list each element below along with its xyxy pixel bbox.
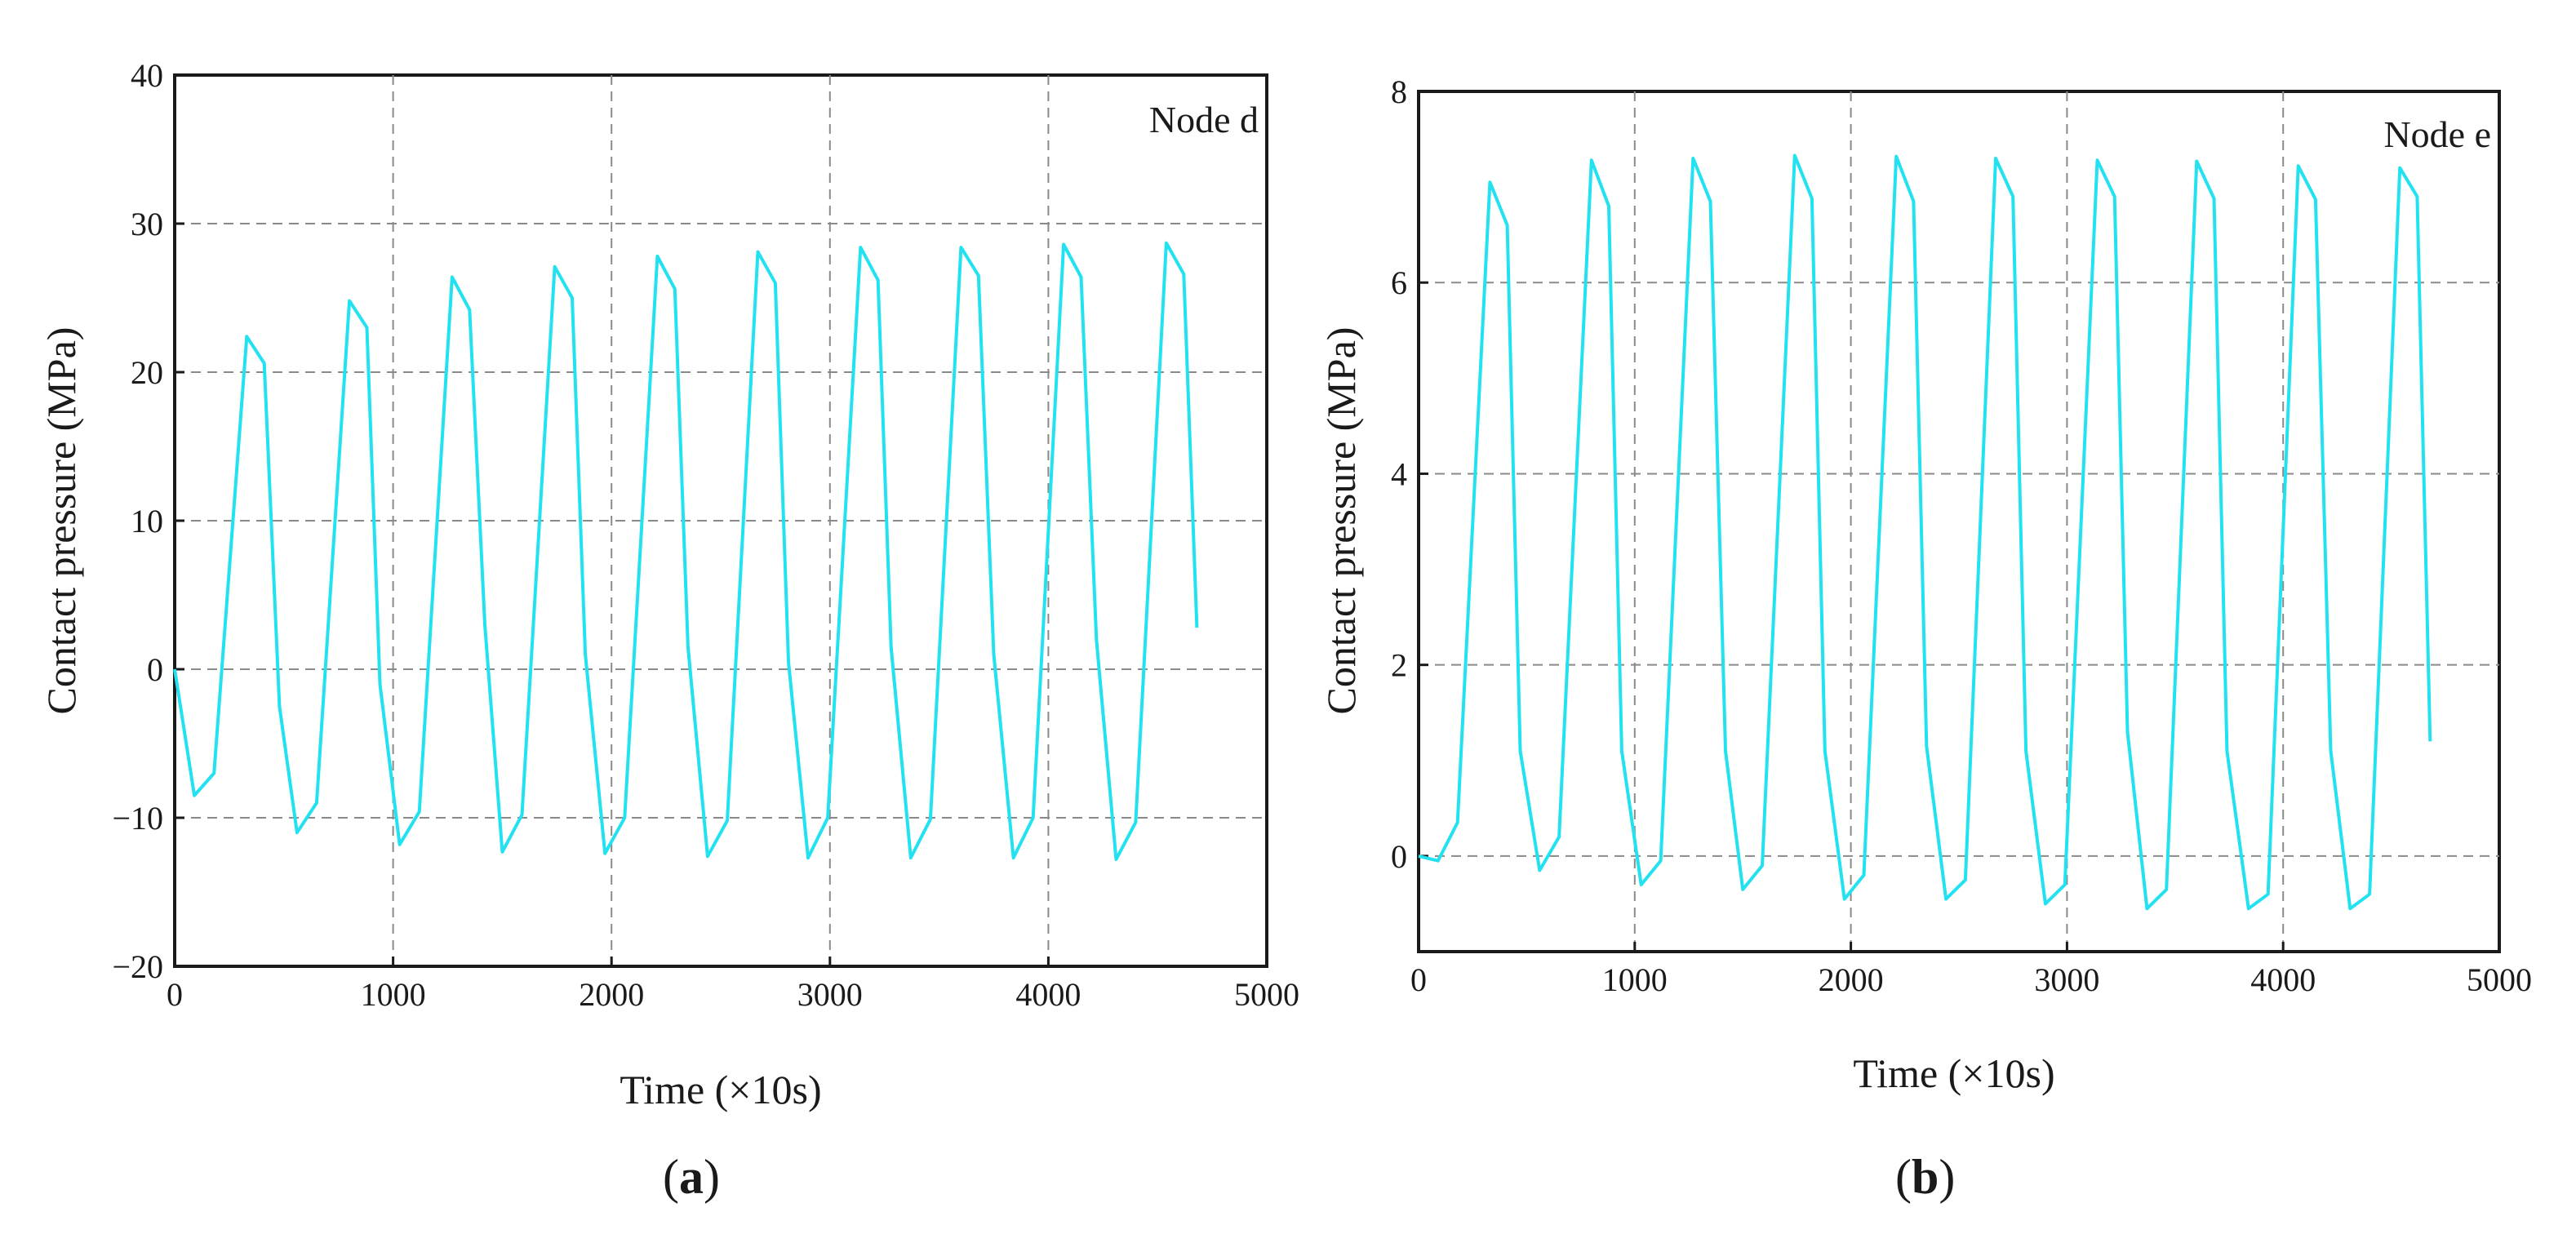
- x-tick-label: 4000: [2250, 961, 2316, 998]
- plot-frame: [1417, 90, 2501, 953]
- y-axis-title: Contact pressure (MPa): [38, 327, 84, 715]
- x-tick-label: 3000: [2034, 961, 2099, 998]
- panel-label: (b): [1895, 1150, 1955, 1204]
- axis-ticks: 0 1000 2000 3000 4000 5000 −20 −10 0 10 20 30 40: [112, 57, 1299, 1013]
- node-d-pressure-line: [173, 241, 1199, 861]
- y-axis-title: Contact pressure (MPa): [1318, 327, 1364, 715]
- y-tick-label: 20: [131, 354, 163, 391]
- node-label: Node e: [2383, 113, 2491, 155]
- gridlines: [175, 75, 1267, 966]
- panel-letter: b: [1912, 1150, 1939, 1204]
- x-tick-label: 3000: [797, 976, 863, 1013]
- x-axis-title: Time (×10s): [620, 1067, 821, 1112]
- chart-panel-b: 0 1000 2000 3000 4000 5000 0 2 4 6 8 Node e Time (…: [1318, 73, 2532, 1204]
- y-tick-label: −10: [112, 800, 163, 837]
- node-label: Node d: [1149, 99, 1259, 140]
- x-tick-label: 5000: [2467, 961, 2532, 998]
- chart-panel-a: 0 1000 2000 3000 4000 5000 −20 −10 0 10 20 30 40 Nod…: [38, 57, 1299, 1204]
- y-tick-label: 6: [1391, 264, 1407, 301]
- y-tick-label: 2: [1391, 647, 1407, 684]
- y-tick-label: 40: [131, 57, 163, 94]
- node-e-pressure-line: [1418, 153, 2432, 911]
- panel-letter: a: [679, 1150, 704, 1204]
- x-tick-label: 0: [1410, 961, 1427, 998]
- x-tick-label: 1000: [1602, 961, 1668, 998]
- y-tick-label: −20: [112, 948, 163, 985]
- x-axis-title: Time (×10s): [1853, 1050, 2054, 1096]
- panel-label: (a): [663, 1150, 720, 1204]
- y-tick-label: 8: [1391, 73, 1407, 110]
- y-tick-label: 30: [131, 206, 163, 242]
- y-tick-label: 4: [1391, 455, 1407, 492]
- x-tick-label: 4000: [1015, 976, 1081, 1013]
- gridlines: [1419, 91, 2499, 952]
- y-tick-label: 0: [147, 651, 163, 688]
- y-tick-label: 0: [1391, 838, 1407, 875]
- x-tick-label: 0: [167, 976, 183, 1013]
- x-tick-label: 2000: [579, 976, 644, 1013]
- x-tick-label: 2000: [1819, 961, 1884, 998]
- x-tick-label: 5000: [1234, 976, 1299, 1013]
- x-tick-label: 1000: [361, 976, 426, 1013]
- axis-ticks: 0 1000 2000 3000 4000 5000 0 2 4 6 8: [1391, 73, 2532, 998]
- y-tick-label: 10: [131, 503, 163, 539]
